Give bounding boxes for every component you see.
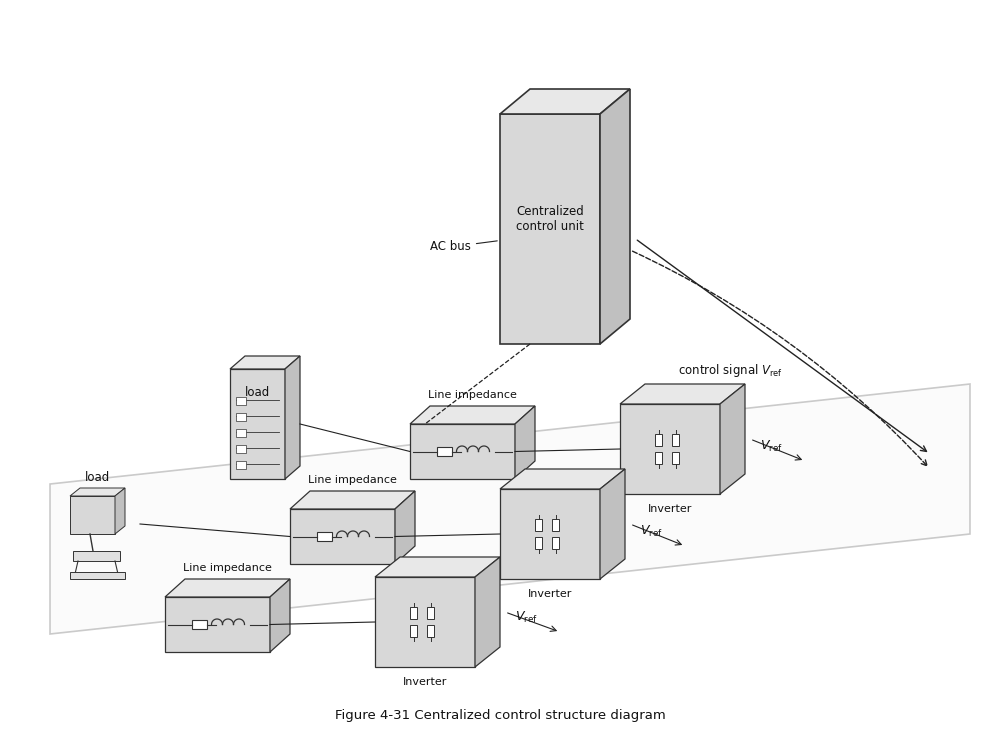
Polygon shape [70,488,125,496]
Polygon shape [410,607,417,619]
Polygon shape [375,577,475,667]
Polygon shape [50,384,970,634]
Polygon shape [317,532,332,541]
Polygon shape [552,519,559,531]
Polygon shape [73,551,120,561]
Polygon shape [552,537,559,549]
Polygon shape [620,404,720,494]
Polygon shape [165,579,290,597]
Polygon shape [115,488,125,534]
Polygon shape [236,429,246,437]
Polygon shape [395,491,415,564]
Polygon shape [165,597,270,652]
Polygon shape [236,413,246,421]
Text: $V_\mathrm{ref}$: $V_\mathrm{ref}$ [515,610,538,625]
Text: Inverter: Inverter [528,589,572,599]
Polygon shape [655,434,662,446]
Polygon shape [70,572,125,579]
Text: Line impedance: Line impedance [183,563,272,573]
Polygon shape [290,491,415,509]
Polygon shape [475,557,500,667]
Text: Figure 4-31 Centralized control structure diagram: Figure 4-31 Centralized control structur… [335,710,665,722]
Polygon shape [410,424,515,479]
Text: Inverter: Inverter [648,504,692,514]
Polygon shape [500,489,600,579]
Polygon shape [236,445,246,453]
Text: load: load [244,386,270,399]
Polygon shape [230,369,285,479]
Polygon shape [600,469,625,579]
Polygon shape [192,620,207,629]
Polygon shape [600,89,630,344]
Text: Inverter: Inverter [403,677,447,687]
Text: Centralized
control unit: Centralized control unit [516,205,584,233]
Polygon shape [500,114,600,344]
Text: load: load [84,471,110,484]
Polygon shape [720,384,745,494]
Polygon shape [427,607,434,619]
Polygon shape [500,89,630,114]
Polygon shape [236,461,246,469]
Polygon shape [410,625,417,637]
Polygon shape [437,447,452,456]
Polygon shape [290,509,395,564]
Polygon shape [375,557,500,577]
Polygon shape [70,496,115,534]
Polygon shape [410,406,535,424]
Text: control signal $V_\mathrm{ref}$: control signal $V_\mathrm{ref}$ [678,362,782,379]
Text: AC bus: AC bus [430,241,497,253]
Polygon shape [672,434,679,446]
Text: Line impedance: Line impedance [428,390,517,400]
Polygon shape [285,356,300,479]
Polygon shape [500,469,625,489]
Polygon shape [655,452,662,464]
Text: Line impedance: Line impedance [308,475,397,485]
Polygon shape [270,579,290,652]
Polygon shape [620,384,745,404]
Polygon shape [535,519,542,531]
Polygon shape [515,406,535,479]
Polygon shape [427,625,434,637]
Polygon shape [535,537,542,549]
Text: $V_\mathrm{ref}$: $V_\mathrm{ref}$ [760,439,783,454]
Polygon shape [236,397,246,405]
Polygon shape [230,356,300,369]
Text: $V_\mathrm{ref}$: $V_\mathrm{ref}$ [640,524,663,539]
Polygon shape [672,452,679,464]
